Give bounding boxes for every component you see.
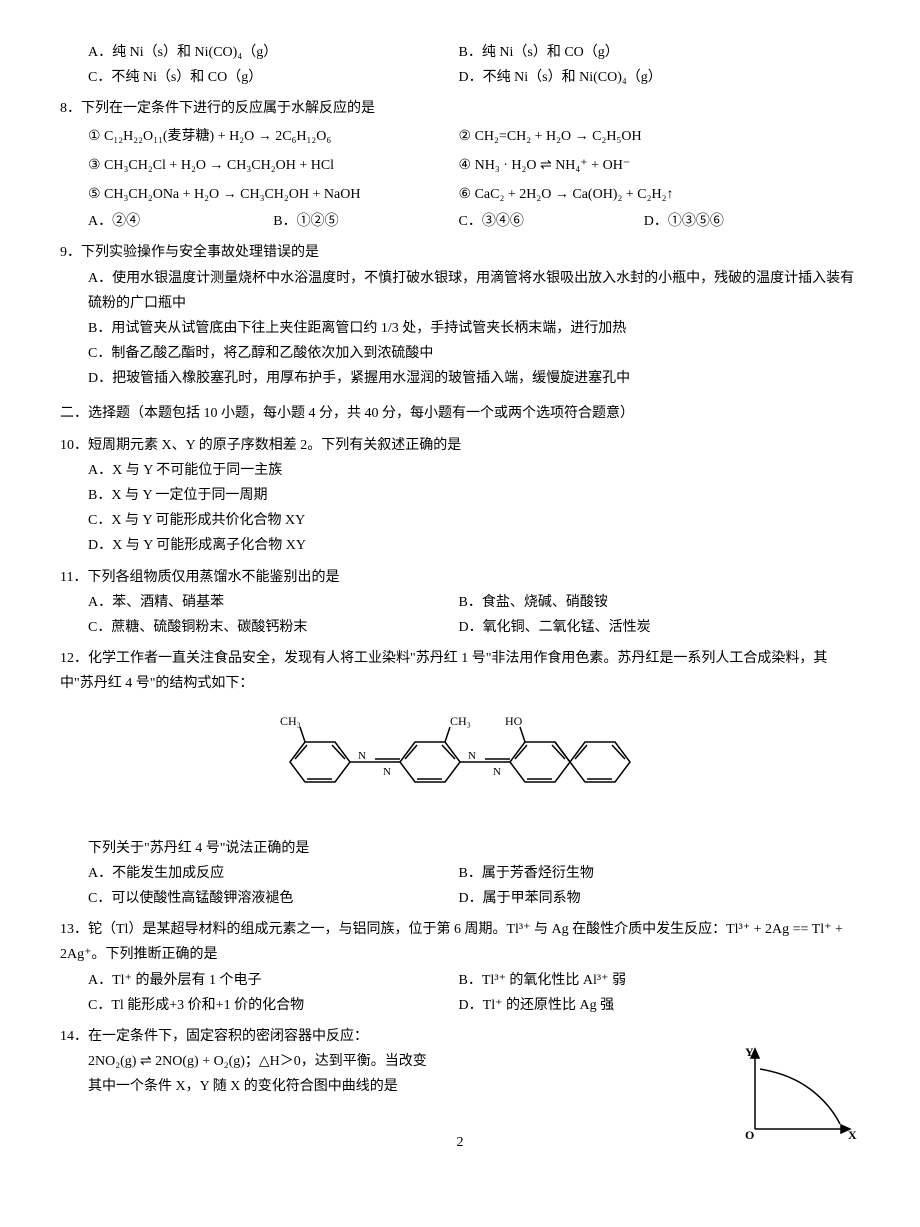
q7-opt-a: A．纯 Ni（s）和 Ni(CO)₄（g） <box>88 40 459 65</box>
q12-opt-c: C．可以使酸性高锰酸钾溶液褪色 <box>88 886 459 911</box>
q8-eq6: ⑥ CaC₂ + 2H₂O → Ca(OH)₂ + C₂H₂↑ <box>459 182 830 207</box>
q7-opt-b: B．纯 Ni（s）和 CO（g） <box>459 40 830 65</box>
axis-o-label: O <box>745 1128 754 1142</box>
q10-options: A．X 与 Y 不可能位于同一主族 B．X 与 Y 一定位于同一周期 C．X 与… <box>88 458 860 559</box>
q12-sub: 下列关于"苏丹红 4 号"说法正确的是 <box>88 836 860 861</box>
q13-options: A．Tl⁺ 的最外层有 1 个电子 B．Tl³⁺ 的氧化性比 Al³⁺ 弱 C．… <box>88 968 860 1018</box>
q12-options: A．不能发生加成反应 B．属于芳香烃衍生物 C．可以使酸性高锰酸钾溶液褪色 D．… <box>88 861 860 911</box>
q14: 14．在一定条件下，固定容积的密闭容器中反应： 2NO₂(g) ⇌ 2NO(g)… <box>60 1024 860 1100</box>
q13-opt-d: D．Tl⁺ 的还原性比 Ag 强 <box>459 993 830 1018</box>
q9-opt-d: D．把玻管插入橡胶塞孔时，用厚布护手，紧握用水湿润的玻管插入端，缓慢旋进塞孔中 <box>88 366 860 391</box>
q10-opt-a: A．X 与 Y 不可能位于同一主族 <box>88 458 860 483</box>
ho-label: HO <box>505 714 523 728</box>
q10: 10．短周期元素 X、Y 的原子序数相差 2。下列有关叙述正确的是 A．X 与 … <box>60 433 860 559</box>
n-label-1: N <box>358 750 366 762</box>
q12-opt-d: D．属于甲苯同系物 <box>459 886 830 911</box>
q8-opt-a: A．②④ <box>88 209 273 234</box>
q7-opt-d: D．不纯 Ni（s）和 Ni(CO)₄（g） <box>459 65 830 90</box>
q8-equations: ① C₁₂H₂₂O₁₁(麦芽糖) + H₂O → 2C₆H₁₂O₆ ② CH₂=… <box>88 122 860 210</box>
q11-opt-c: C．蔗糖、硫酸铜粉末、碳酸钙粉末 <box>88 615 459 640</box>
n-label-4: N <box>493 766 501 778</box>
q12-stem: 12．化学工作者一直关注食品安全，发现有人将工业染料"苏丹红 1 号"非法用作食… <box>60 646 860 696</box>
q8: 8．下列在一定条件下进行的反应属于水解反应的是 ① C₁₂H₂₂O₁₁(麦芽糖)… <box>60 96 860 234</box>
ch3-label-2: CH₃ <box>450 714 471 728</box>
q13: 13．铊（Tl）是某超导材料的组成元素之一，与铝同族，位于第 6 周期。Tl³⁺… <box>60 917 860 1018</box>
q8-opt-d: D．①③⑤⑥ <box>644 209 829 234</box>
q9-opt-a: A．使用水银温度计测量烧杯中水浴温度时，不慎打破水银球，用滴管将水银吸出放入水封… <box>88 266 860 316</box>
q8-eq4: ④ NH₃ · H₂O ⇌ NH₄⁺ + OH⁻ <box>459 153 830 178</box>
q9-options: A．使用水银温度计测量烧杯中水浴温度时，不慎打破水银球，用滴管将水银吸出放入水封… <box>88 266 860 392</box>
q9-opt-c: C．制备乙酸乙酯时，将乙醇和乙酸依次加入到浓硫酸中 <box>88 341 860 366</box>
q7-options: A．纯 Ni（s）和 Ni(CO)₄（g） B．纯 Ni（s）和 CO（g） C… <box>88 40 860 90</box>
axis-x-label: X <box>848 1128 857 1142</box>
q8-eq2: ② CH₂=CH₂ + H₂O → C₂H₅OH <box>459 124 830 149</box>
q13-stem: 13．铊（Tl）是某超导材料的组成元素之一，与铝同族，位于第 6 周期。Tl³⁺… <box>60 917 860 967</box>
q7-opt-c: C．不纯 Ni（s）和 CO（g） <box>88 65 459 90</box>
curve-graph-icon: Y X O <box>740 1044 860 1144</box>
n-label-3: N <box>468 750 476 762</box>
q12-structure-figure: CH₃ CH₃ HO N N N N <box>60 707 860 826</box>
q8-opt-c: C．③④⑥ <box>459 209 644 234</box>
q10-opt-d: D．X 与 Y 可能形成离子化合物 XY <box>88 533 860 558</box>
q9-opt-b: B．用试管夹从试管底由下往上夹住距离管口约 1/3 处，手持试管夹长柄末端，进行… <box>88 316 860 341</box>
q12: 12．化学工作者一直关注食品安全，发现有人将工业染料"苏丹红 1 号"非法用作食… <box>60 646 860 911</box>
n-label-2: N <box>383 766 391 778</box>
q11-opt-a: A．苯、酒精、硝基苯 <box>88 590 459 615</box>
q8-eq5: ⑤ CH₃CH₂ONa + H₂O → CH₃CH₂OH + NaOH <box>88 182 459 207</box>
q12-opt-b: B．属于芳香烃衍生物 <box>459 861 830 886</box>
q11-opt-d: D．氧化铜、二氧化锰、活性炭 <box>459 615 830 640</box>
q11-stem: 11．下列各组物质仅用蒸馏水不能鉴别出的是 <box>60 565 860 590</box>
q11-opt-b: B．食盐、烧碱、硝酸铵 <box>459 590 830 615</box>
q11-options: A．苯、酒精、硝基苯 B．食盐、烧碱、硝酸铵 C．蔗糖、硫酸铜粉末、碳酸钙粉末 … <box>88 590 860 640</box>
q10-opt-c: C．X 与 Y 可能形成共价化合物 XY <box>88 508 860 533</box>
q8-eq3: ③ CH₃CH₂Cl + H₂O → CH₃CH₂OH + HCl <box>88 153 459 178</box>
q8-stem: 8．下列在一定条件下进行的反应属于水解反应的是 <box>60 96 860 121</box>
q14-graph: Y X O <box>740 1044 860 1153</box>
ch3-label-1: CH₃ <box>280 714 301 728</box>
q10-opt-b: B．X 与 Y 一定位于同一周期 <box>88 483 860 508</box>
axis-y-label: Y <box>745 1045 754 1059</box>
q13-opt-c: C．Tl 能形成+3 价和+1 价的化合物 <box>88 993 459 1018</box>
sudan-red-4-structure-icon: CH₃ CH₃ HO N N N N <box>250 707 670 817</box>
q8-eq1: ① C₁₂H₂₂O₁₁(麦芽糖) + H₂O → 2C₆H₁₂O₆ <box>88 124 459 149</box>
q13-opt-b: B．Tl³⁺ 的氧化性比 Al³⁺ 弱 <box>459 968 830 993</box>
q12-opt-a: A．不能发生加成反应 <box>88 861 459 886</box>
q8-opt-b: B．①②⑤ <box>273 209 458 234</box>
section-2-header: 二．选择题（本题包括 10 小题，每小题 4 分，共 40 分，每小题有一个或两… <box>60 401 860 426</box>
q10-stem: 10．短周期元素 X、Y 的原子序数相差 2。下列有关叙述正确的是 <box>60 433 860 458</box>
q11: 11．下列各组物质仅用蒸馏水不能鉴别出的是 A．苯、酒精、硝基苯 B．食盐、烧碱… <box>60 565 860 641</box>
q8-options: A．②④ B．①②⑤ C．③④⑥ D．①③⑤⑥ <box>88 209 860 234</box>
q9: 9．下列实验操作与安全事故处理错误的是 A．使用水银温度计测量烧杯中水浴温度时，… <box>60 240 860 391</box>
q9-stem: 9．下列实验操作与安全事故处理错误的是 <box>60 240 860 265</box>
q13-opt-a: A．Tl⁺ 的最外层有 1 个电子 <box>88 968 459 993</box>
